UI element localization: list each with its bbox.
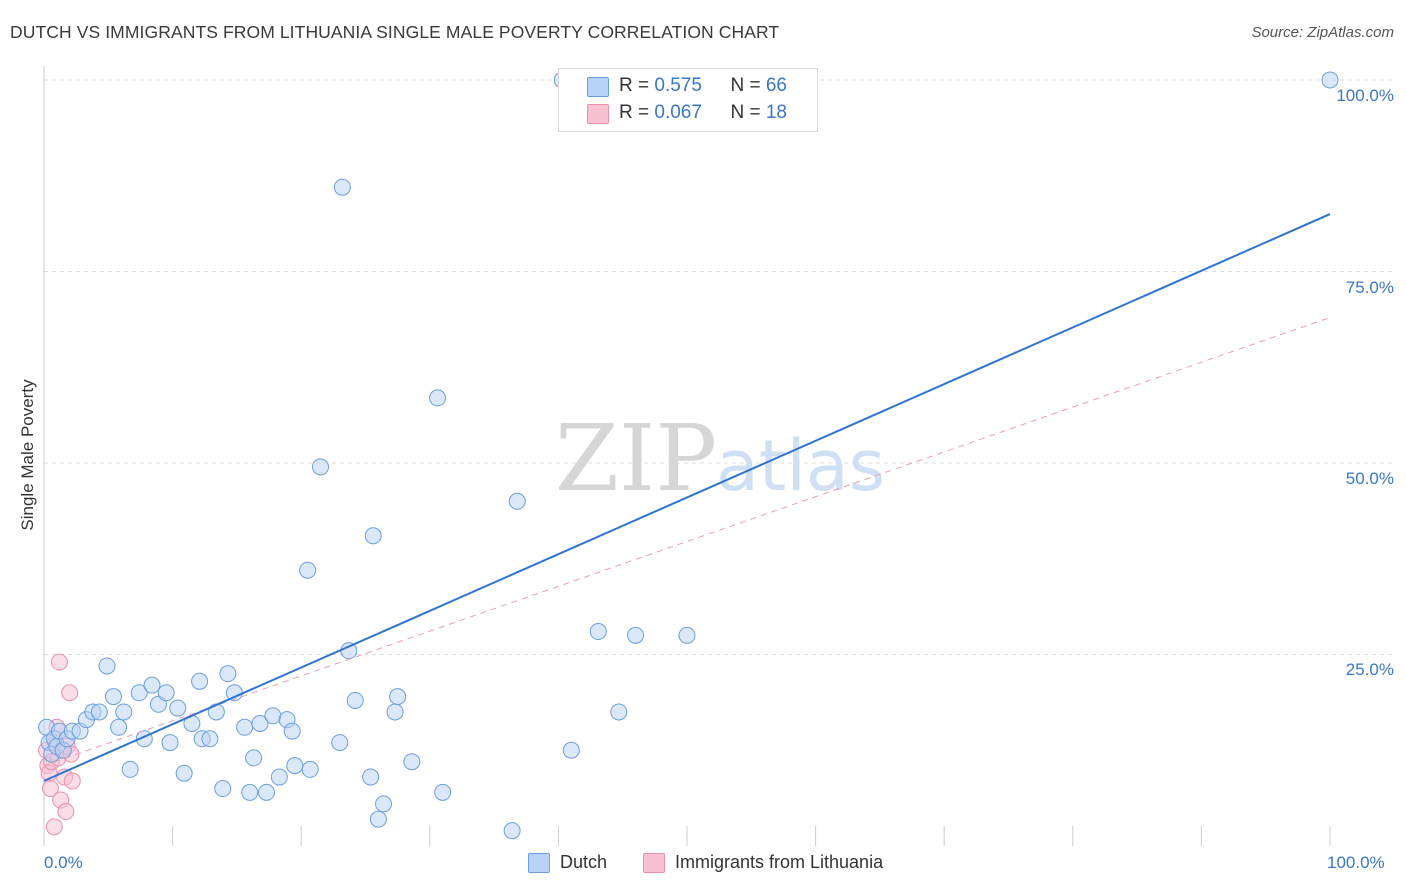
- y-tick-100: 100.0%: [1336, 86, 1394, 105]
- dutch-point: [157, 684, 175, 702]
- dutch-point: [236, 718, 254, 736]
- dutch-point: [257, 783, 275, 801]
- watermark-atlas: atlas: [716, 425, 885, 507]
- dutch-point: [331, 734, 349, 752]
- dutch-point: [389, 688, 407, 706]
- dutch-point: [191, 672, 209, 690]
- dutch-point: [90, 703, 108, 721]
- dutch-point: [403, 753, 421, 771]
- r-value-dutch: 0.575: [654, 75, 702, 96]
- lithuania-trend-line: [43, 316, 1331, 767]
- stats-box: R = 0.575 N = 66 R = 0.067 N = 18: [558, 68, 818, 132]
- dutch-point: [369, 810, 387, 828]
- legend-lithuania-swatch: [643, 852, 665, 873]
- dutch-point: [434, 783, 452, 801]
- n-value-lithuania: 18: [765, 102, 787, 123]
- watermark-zip: ZIP: [555, 405, 717, 512]
- dutch-point: [364, 527, 382, 545]
- dutch-point: [121, 760, 139, 778]
- r-label: R =: [619, 102, 655, 123]
- dutch-point: [362, 768, 380, 786]
- dutch-point: [299, 561, 317, 579]
- dutch-point: [589, 623, 607, 641]
- watermark: ZIP atlas: [555, 405, 885, 512]
- legend-dutch-label: Dutch: [560, 852, 608, 872]
- lithuania-point: [63, 772, 81, 790]
- chart-title: DUTCH VS IMMIGRANTS FROM LITHUANIA SINGL…: [10, 22, 780, 42]
- dutch-point: [508, 492, 526, 510]
- dutch-point: [241, 783, 259, 801]
- dutch-point: [283, 722, 301, 740]
- dutch-point: [98, 657, 116, 675]
- dutch-point: [562, 741, 580, 759]
- dutch-point: [610, 703, 628, 721]
- dutch-point: [169, 699, 187, 717]
- lithuania-point: [50, 653, 68, 671]
- dutch-point: [201, 730, 219, 748]
- dutch-point: [311, 458, 329, 476]
- dutch-point: [161, 734, 179, 752]
- dutch-point: [143, 676, 161, 694]
- dutch-point: [386, 703, 404, 721]
- dutch-point: [429, 389, 447, 407]
- lithuania-swatch: [587, 104, 609, 124]
- dutch-point: [219, 665, 237, 683]
- dutch-point: [270, 768, 288, 786]
- source-label: Source: ZipAtlas.com: [1251, 24, 1394, 41]
- dutch-point: [245, 749, 263, 767]
- lithuania-point: [61, 684, 79, 702]
- y-tick-25: 25.0%: [1345, 660, 1394, 679]
- lithuania-point: [57, 803, 75, 821]
- r-value-lithuania: 0.067: [654, 102, 702, 123]
- x-tick-100: 100.0%: [1327, 853, 1385, 872]
- dutch-trend-line: [43, 213, 1331, 782]
- y-tick-75: 75.0%: [1345, 278, 1394, 297]
- dutch-point: [627, 626, 645, 644]
- dutch-point: [104, 688, 122, 706]
- dutch-point: [175, 764, 193, 782]
- legend-lithuania[interactable]: Immigrants from Lithuania: [643, 852, 883, 873]
- dutch-point: [130, 684, 148, 702]
- dutch-point: [346, 691, 364, 709]
- legend-dutch-swatch: [528, 852, 550, 873]
- dutch-point: [286, 757, 304, 775]
- x-tick-0: 0.0%: [44, 853, 83, 872]
- lithuania-point: [41, 780, 59, 798]
- n-label: N =: [730, 102, 766, 123]
- lithuania-point: [45, 818, 63, 836]
- dutch-swatch: [587, 77, 609, 97]
- trend-lines: [43, 213, 1331, 782]
- r-label: R =: [619, 75, 655, 96]
- dutch-point: [1321, 71, 1339, 89]
- legend-lithuania-label: Immigrants from Lithuania: [675, 852, 884, 872]
- dutch-point: [301, 760, 319, 778]
- dutch-point: [110, 718, 128, 736]
- dutch-point: [333, 178, 351, 196]
- dutch-point: [251, 714, 269, 732]
- dutch-point: [264, 707, 282, 725]
- y-tick-50: 50.0%: [1345, 469, 1394, 488]
- dutch-point: [375, 795, 393, 813]
- dutch-point: [678, 626, 696, 644]
- n-label: N =: [730, 75, 766, 96]
- dutch-point: [115, 703, 133, 721]
- axes: [43, 66, 1331, 846]
- dutch-point: [503, 822, 521, 840]
- legend-dutch[interactable]: Dutch: [528, 852, 607, 873]
- grid-lines: [44, 79, 1394, 655]
- n-value-dutch: 66: [765, 75, 787, 96]
- dutch-point: [214, 780, 232, 798]
